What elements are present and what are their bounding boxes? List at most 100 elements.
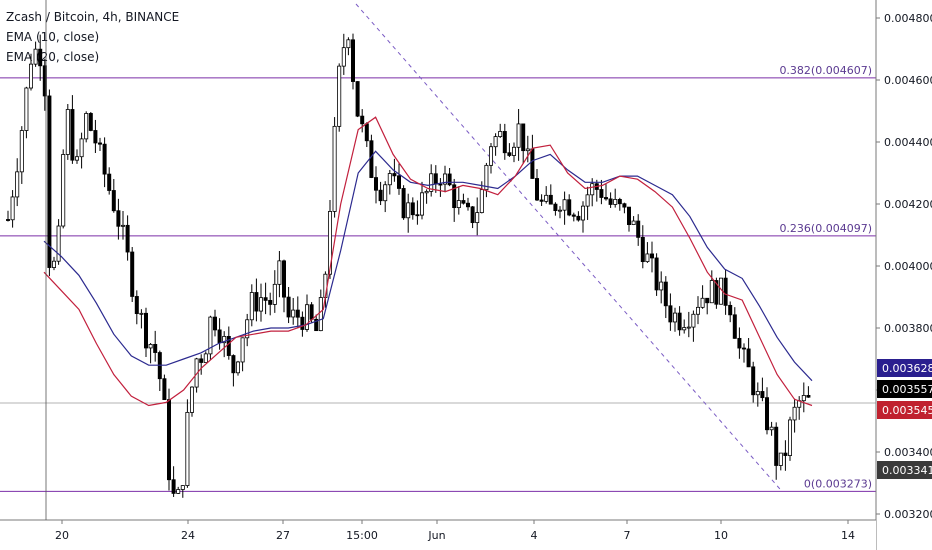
fib-label-0.382: 0.382(0.004607) [779,64,872,77]
candle-body-121 [562,199,567,211]
y-tick-label-3: 0.004200 [884,198,932,211]
candle-body-112 [521,123,526,152]
candle-body-7 [38,48,43,67]
candle-1 [10,190,15,228]
candle-body-171 [792,406,797,421]
candle-145 [673,307,678,332]
candle-body-120 [558,209,563,212]
candle-body-134 [622,203,627,208]
candle-body-123 [571,214,576,217]
candle-body-114 [530,148,535,179]
candle-body-54 [254,292,259,312]
candle-body-30 [143,312,148,349]
candle-body-76 [355,81,360,117]
candle-80 [373,166,378,204]
candle-47 [222,331,227,358]
candle-16 [79,132,84,169]
candle-153 [709,270,714,304]
candle-45 [212,309,217,337]
candle-body-35 [166,399,171,481]
candle-30 [143,307,148,358]
candle-137 [636,214,641,246]
candle-body-86 [401,188,406,219]
candle-9 [47,89,52,277]
x-tick-label-1: 24 [181,529,195,542]
candle-121 [562,191,567,225]
x-tick-label-8: 14 [841,529,855,542]
candle-65 [304,294,309,332]
candle-156 [723,269,728,315]
candle-6 [33,41,38,67]
candle-body-56 [263,297,268,301]
candle-body-151 [700,297,705,308]
candle-body-157 [728,304,733,316]
candle-body-42 [199,358,204,363]
candle-body-164 [760,391,765,399]
candle-body-111 [516,123,521,148]
candle-102 [475,197,480,236]
candle-119 [553,202,558,216]
candle-body-149 [691,313,696,328]
candle-36 [171,466,176,497]
candle-body-93 [433,173,438,185]
y-tick-label-7: 0.003400 [884,446,932,459]
candle-body-117 [544,194,549,202]
candle-body-153 [709,280,714,304]
candle-body-106 [493,136,498,148]
candle-51 [240,337,245,372]
price-badge-text-1: 0.003557 [882,383,932,396]
candle-body-139 [645,253,650,263]
candle-28 [134,290,139,325]
candle-148 [686,311,691,338]
candle-19 [93,119,98,153]
candle-166 [769,421,774,436]
candle-body-100 [465,202,470,208]
candle-52 [245,313,250,347]
candle-body-140 [650,253,655,259]
candle-body-82 [383,184,388,202]
candle-body-38 [180,485,185,490]
candle-body-62 [291,309,296,318]
candle-17 [84,111,89,143]
candle-body-37 [176,489,181,494]
candle-68 [318,289,323,332]
candle-100 [465,197,470,211]
candle-body-4 [24,87,29,131]
candle-body-141 [654,257,659,291]
x-tick-label-6: 7 [624,529,631,542]
candle-120 [558,206,563,219]
candle-123 [571,212,576,222]
candle-108 [502,123,507,160]
candle-95 [442,165,447,193]
price-badge-text-3: 0.003341 [882,464,932,477]
candle-170 [788,416,793,461]
candle-body-159 [737,337,742,349]
candle-86 [401,185,406,220]
candle-13 [65,104,70,160]
candle-body-53 [249,292,254,321]
candle-81 [378,181,383,206]
candle-118 [548,184,553,205]
candle-116 [539,194,544,206]
candle-18 [88,112,93,132]
candle-149 [691,310,696,342]
candle-5 [28,53,33,91]
candle-59 [277,251,282,298]
candle-27 [130,247,135,302]
candle-50 [235,360,240,376]
candle-body-61 [286,296,291,318]
y-tick-label-0: 0.004800 [884,12,932,25]
x-tick-label-4: Jun [427,529,445,542]
candle-body-36 [171,479,176,494]
candle-126 [585,186,590,220]
candle-body-66 [309,304,314,320]
candle-body-107 [498,131,503,137]
candle-130 [604,184,609,201]
candle-34 [162,374,167,401]
price-badge-0 [877,359,932,377]
price-badge-text-0: 0.003628 [882,362,932,375]
y-tick-label-1: 0.004600 [884,74,932,87]
candle-46 [217,318,222,350]
